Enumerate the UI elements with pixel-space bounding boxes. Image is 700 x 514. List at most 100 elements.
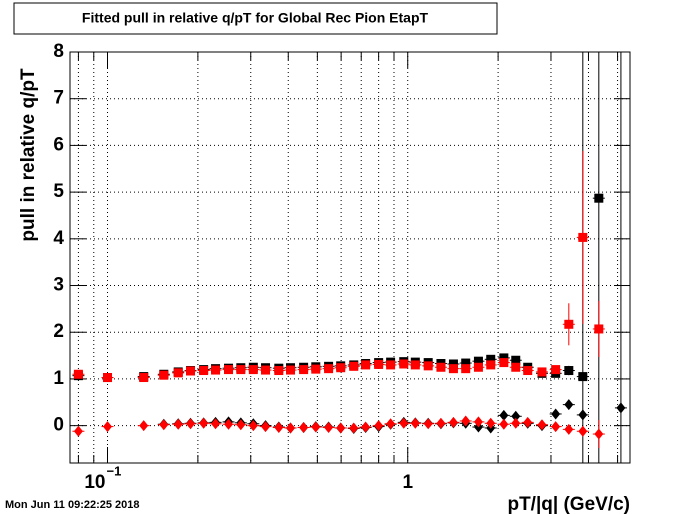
square-marker [594,324,604,334]
diamond-marker [578,409,588,421]
diamond-marker [551,408,561,420]
title-box [13,2,498,35]
square-marker [461,358,471,368]
square-marker [236,365,246,375]
diamond-marker [324,422,334,434]
square-marker [564,366,574,376]
diamond-marker [399,417,409,429]
square-marker [511,355,521,365]
square-marker [511,362,521,372]
diamond-marker [386,418,396,430]
chart-title: Fitted pull in relative q/pT for Global … [82,10,429,26]
square-marker [186,366,196,376]
diamond-marker [410,417,420,429]
square-marker [594,193,604,203]
square-marker [361,360,371,370]
diamond-marker [103,421,113,433]
y-tick-label: 8 [53,41,64,62]
square-marker [448,364,458,374]
diamond-marker [199,417,209,429]
diamond-marker [73,425,83,437]
square-marker [324,364,334,374]
diamond-marker [173,418,183,430]
diamond-marker [248,420,258,432]
plot-area: 0 1 2 3 4 5 6 7 8 10−1 1 [53,41,631,493]
y-tick-label: 2 [53,321,64,342]
square-marker [274,366,284,376]
y-tick-label: 5 [53,181,64,202]
square-marker [486,360,496,370]
square-marker [336,363,346,373]
diamond-marker [374,420,384,432]
diamond-marker [499,418,509,430]
square-marker [551,365,561,375]
diamond-marker [361,421,371,433]
square-marker [473,362,483,372]
square-marker [386,360,396,370]
square-marker [374,359,384,369]
square-marker [461,364,471,374]
diamond-marker [564,423,574,435]
square-marker [564,319,574,329]
square-marker [537,367,547,377]
diamond-marker [236,419,246,431]
square-marker [410,360,420,370]
square-marker [499,358,509,368]
square-marker [523,366,533,376]
square-marker [448,359,458,369]
diamond-marker [473,416,483,428]
square-marker [486,354,496,364]
x-tick-exponent: −1 [107,463,122,478]
square-marker [473,356,483,366]
square-marker [173,368,183,378]
diamond-marker [537,419,547,431]
diamond-marker [499,409,509,421]
square-marker [224,365,234,375]
diamond-marker [461,415,471,427]
y-tick-label: 4 [53,228,64,249]
diamond-marker [299,422,309,434]
diamond-marker [224,418,234,430]
diamond-marker [274,422,284,434]
square-marker [199,366,209,376]
diamond-marker [578,425,588,437]
diamond-marker [448,416,458,428]
diamond-marker [594,428,604,440]
diamond-marker [211,418,221,430]
diamond-marker [423,418,433,430]
square-marker [349,361,359,371]
square-marker [399,359,409,369]
square-marker [73,369,83,379]
y-tick-label: 6 [53,134,64,155]
diamond-marker [139,420,149,432]
square-marker [299,365,309,375]
diamond-marker [286,422,296,434]
diamond-marker [186,418,196,430]
square-marker [248,365,258,375]
timestamp: Mon Jun 11 09:22:25 2018 [5,499,140,511]
diamond-marker [436,417,446,429]
square-marker [139,373,149,383]
square-marker [311,364,321,374]
diamond-marker [336,422,346,434]
y-tick-label: 3 [53,275,64,296]
diamond-marker [511,417,521,429]
square-marker [499,353,509,363]
x-tick-label: 10 [84,472,105,493]
diamond-marker [261,421,271,433]
square-marker [423,361,433,371]
y-tick-label: 1 [53,368,64,389]
diamond-marker [311,421,321,433]
square-marker [578,232,588,242]
diamond-marker [511,410,521,422]
square-marker [159,370,169,380]
square-marker [436,362,446,372]
plot-border [69,51,631,464]
square-marker [103,373,113,383]
x-axis-label: pT/|q| (GeV/c) [507,494,630,514]
diamond-marker [159,419,169,431]
square-marker [211,365,221,375]
plot-frame [70,52,630,463]
y-tick-label: 7 [53,88,64,109]
